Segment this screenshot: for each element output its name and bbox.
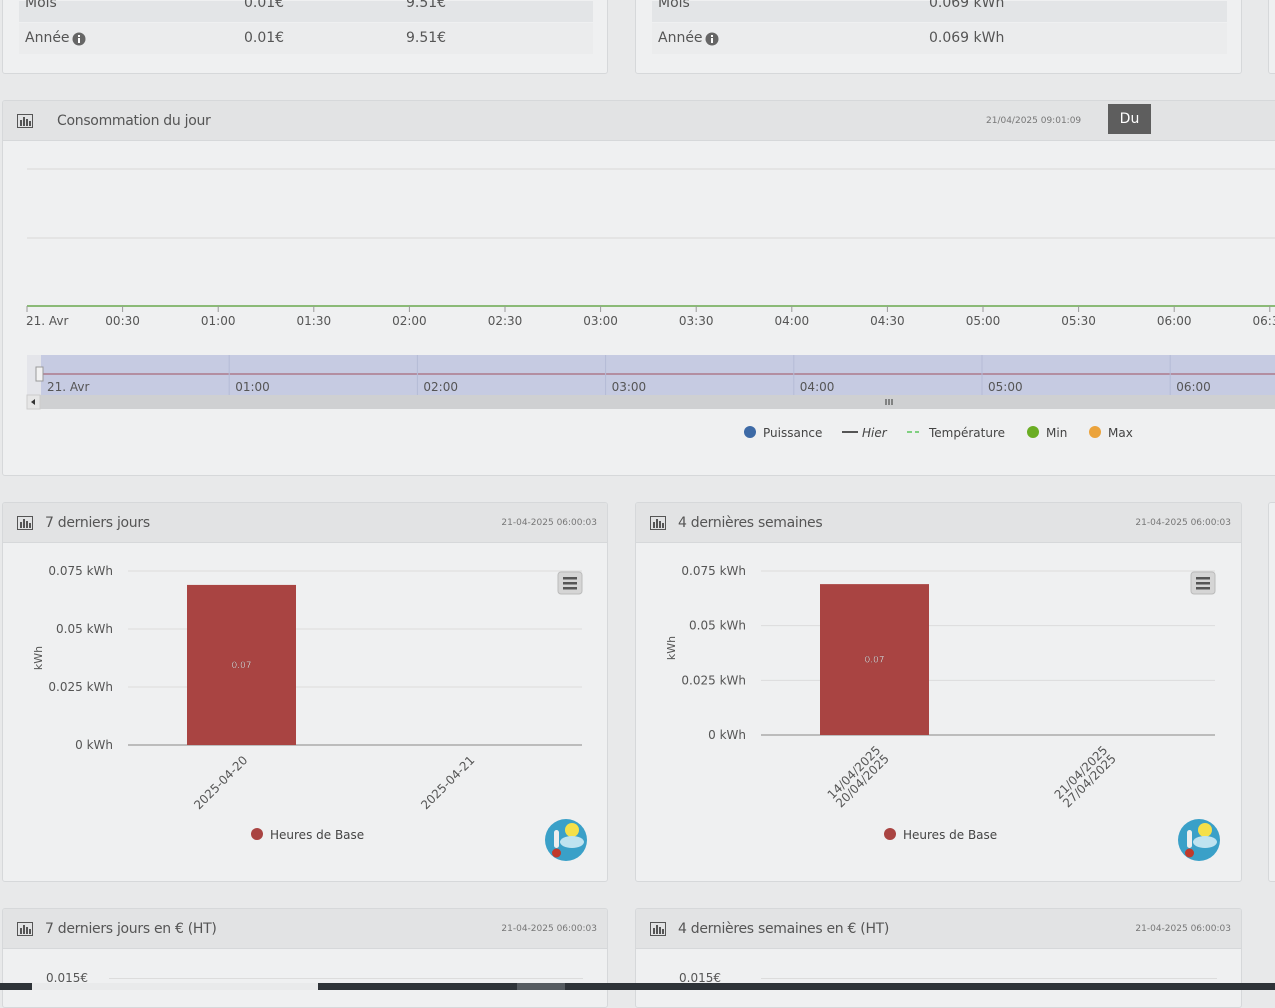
panel-edge: [1268, 502, 1275, 882]
grid-line: [761, 978, 1217, 979]
panel-title: Consommation du jour: [57, 113, 211, 129]
chart-icon: [17, 922, 33, 936]
table-row: Mois 0.069 kWh: [652, 0, 1227, 22]
grid-line: [109, 978, 583, 979]
panel-header: 7 derniers jours 21-04-2025 06:00:03: [3, 503, 607, 543]
cell: 0.069 kWh: [929, 30, 1005, 46]
day-panel: Consommation du jour 21/04/2025 09:01:09…: [2, 100, 1275, 476]
chart-icon: [650, 516, 666, 530]
timestamp: 21-04-2025 06:00:03: [501, 924, 597, 934]
panel-header: 4 dernières semaines 21-04-2025 06:00:03: [636, 503, 1241, 543]
y-tick-label: 0.015€: [679, 971, 721, 985]
cell: Année: [25, 30, 70, 46]
cell: Mois: [658, 0, 690, 11]
period-button[interactable]: Du: [1108, 104, 1151, 134]
timestamp: 21-04-2025 06:00:03: [1135, 518, 1231, 528]
info-icon: [705, 32, 719, 46]
bar-panel: 7 derniers jours 21-04-2025 06:00:03: [2, 502, 608, 882]
cell: Année: [658, 30, 703, 46]
bottom-panel: 4 dernières semaines en € (HT) 21-04-202…: [635, 908, 1242, 1008]
chart-icon: [17, 516, 33, 530]
bottom-panel: 7 derniers jours en € (HT) 21-04-2025 06…: [2, 908, 608, 1008]
panel-header: 7 derniers jours en € (HT) 21-04-2025 06…: [3, 909, 607, 949]
cost-panel: Mois 0.01€ 9.51€ Année 0.01€ 9.51€: [2, 0, 608, 74]
cell: Mois: [25, 0, 57, 11]
bar-panel: 4 dernières semaines 21-04-2025 06:00:03: [635, 502, 1242, 882]
timestamp: 21-04-2025 06:00:03: [1135, 924, 1231, 934]
info-icon: [72, 32, 86, 46]
chart-icon: [650, 922, 666, 936]
table-row: Année 0.069 kWh: [652, 23, 1227, 54]
energy-panel: Mois 0.069 kWh Année 0.069 kWh: [635, 0, 1242, 74]
cell: 9.51€: [406, 30, 447, 46]
timestamp: 21/04/2025 09:01:09: [986, 116, 1082, 126]
panel-title: 4 dernières semaines en € (HT): [678, 921, 890, 937]
panel-header: Consommation du jour 21/04/2025 09:01:09…: [3, 101, 1275, 141]
table-row: Année 0.01€ 9.51€: [19, 23, 593, 54]
panel-edge: [1268, 0, 1275, 74]
chart-icon: [17, 114, 33, 128]
timestamp: 21-04-2025 06:00:03: [501, 518, 597, 528]
table-row: Mois 0.01€ 9.51€: [19, 0, 593, 22]
cell: 0.01€: [244, 0, 285, 11]
panel-header: 4 dernières semaines en € (HT) 21-04-202…: [636, 909, 1241, 949]
panel-title: 7 derniers jours en € (HT): [45, 921, 217, 937]
panel-title: 4 dernières semaines: [678, 515, 823, 531]
taskbar: [0, 983, 1275, 990]
cell: 9.51€: [406, 0, 447, 11]
panel-title: 7 derniers jours: [45, 515, 150, 531]
cell: 0.01€: [244, 30, 285, 46]
cell: 0.069 kWh: [929, 0, 1005, 11]
y-tick-label: 0.015€: [46, 971, 88, 985]
